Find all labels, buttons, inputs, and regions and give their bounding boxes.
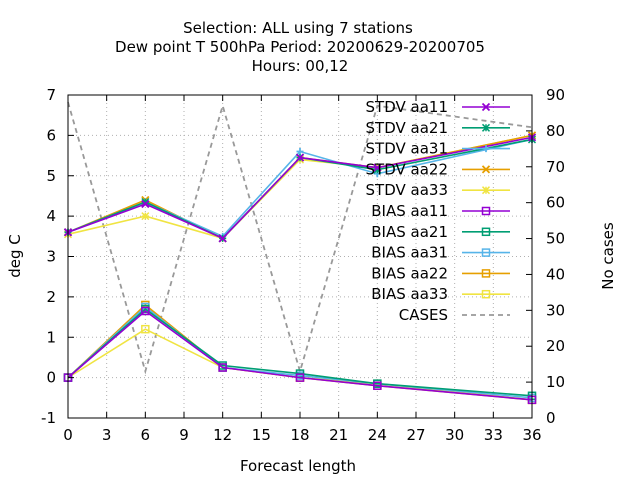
y-tick-label: -1 [41, 409, 56, 427]
data-point [141, 306, 150, 316]
data-point [141, 199, 150, 209]
legend-marker [481, 123, 491, 132]
legend-marker [481, 165, 491, 174]
y-tick-label: 2 [46, 288, 56, 306]
x-tick-label: 36 [522, 426, 541, 444]
data-point [141, 212, 150, 221]
legend-marker [481, 289, 491, 299]
legend-label: STDV aa22 [366, 160, 448, 178]
data-point [295, 153, 305, 162]
legend-label: STDV aa11 [366, 98, 448, 116]
axis-ticks: 0 3 6 9 12 15 18 21 24 27 30 33 36-10123456701020304… [41, 86, 565, 444]
y2-tick-label: 0 [546, 409, 556, 427]
y-axis-label: deg C [6, 234, 24, 278]
chart-title: Selection: ALL using 7 stations Dew poin… [115, 19, 485, 75]
data-point [296, 148, 304, 156]
data-point [373, 165, 382, 174]
chart-title-line-3: Hours: 00,12 [252, 57, 349, 75]
legend-label: STDV aa31 [366, 140, 448, 158]
y2-axis-label: No cases [599, 222, 617, 290]
legend-marker [481, 248, 491, 257]
x-tick-label: 9 [179, 426, 189, 444]
legend-marker [481, 186, 491, 195]
x-tick-label: 18 [290, 426, 309, 444]
x-tick-label: 21 [329, 426, 348, 444]
y2-tick-label: 50 [546, 230, 565, 248]
legend-marker [482, 145, 490, 153]
legend-label: BIAS aa11 [371, 202, 448, 220]
x-tick-label: 12 [213, 426, 232, 444]
data-point [218, 363, 227, 372]
y-tick-label: 6 [46, 126, 56, 144]
series-cases [67, 101, 533, 375]
x-axis-label: Forecast length [240, 457, 356, 475]
y2-tick-label: 30 [546, 301, 565, 319]
y2-tick-label: 20 [546, 337, 565, 355]
legend-marker [481, 227, 491, 237]
y2-tick-label: 90 [546, 86, 565, 104]
series-line [67, 101, 533, 375]
y-tick-label: 7 [46, 86, 56, 104]
data-point [373, 381, 382, 390]
x-tick-label: 30 [445, 426, 464, 444]
x-tick-label: 0 [63, 426, 73, 444]
x-tick-label: 33 [484, 426, 503, 444]
legend-label: CASES [399, 306, 448, 324]
y2-tick-label: 70 [546, 158, 565, 176]
x-tick-label: 3 [102, 426, 112, 444]
legend-label: STDV aa21 [366, 119, 448, 137]
x-tick-label: 6 [141, 426, 151, 444]
y-tick-label: 1 [46, 328, 56, 346]
chart-title-line-2: Dew point T 500hPa Period: 20200629-2020… [115, 38, 485, 56]
chart-title-line-1: Selection: ALL using 7 stations [183, 19, 413, 37]
legend-label: BIAS aa31 [371, 244, 448, 262]
y-tick-label: 5 [46, 167, 56, 185]
series-line [67, 307, 533, 397]
x-tick-label: 27 [406, 426, 425, 444]
legend-label: BIAS aa22 [371, 264, 448, 282]
series-line [67, 309, 533, 401]
y-tick-label: 3 [46, 248, 56, 266]
y2-tick-label: 80 [546, 122, 565, 140]
legend-label: STDV aa33 [366, 181, 448, 199]
data-point [141, 197, 150, 207]
y2-tick-label: 60 [546, 194, 565, 212]
x-tick-label: 24 [368, 426, 387, 444]
legend-marker [481, 206, 491, 216]
legend-label: BIAS aa33 [371, 285, 448, 303]
x-tick-label: 15 [252, 426, 271, 444]
y2-tick-label: 10 [546, 373, 565, 391]
y-tick-label: 4 [46, 207, 56, 225]
data-point [373, 163, 382, 172]
data-point [218, 234, 227, 243]
series-line [67, 136, 533, 240]
legend-marker [481, 269, 491, 278]
data-point [141, 324, 150, 334]
y-tick-label: 0 [46, 369, 56, 387]
data-point [295, 373, 305, 382]
y2-tick-label: 40 [546, 265, 565, 283]
legend-marker [481, 102, 491, 112]
legend: STDV aa11 STDV aa21 STDV aa31 STDV aa22 STDV… [366, 98, 510, 324]
legend-label: BIAS aa21 [371, 223, 448, 241]
series-line [67, 305, 533, 399]
